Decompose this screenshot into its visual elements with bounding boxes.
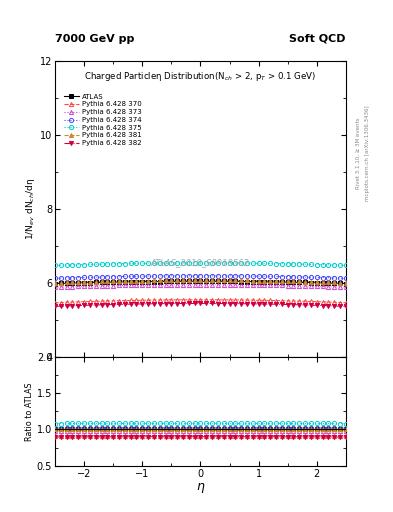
Text: mcplots.cern.ch [arXiv:1306.3436]: mcplots.cern.ch [arXiv:1306.3436] [365,106,371,201]
Text: Soft QCD: Soft QCD [289,33,346,44]
Y-axis label: 1/N$_{ev}$ dN$_{ch}$/dη: 1/N$_{ev}$ dN$_{ch}$/dη [24,178,37,240]
Y-axis label: Ratio to ATLAS: Ratio to ATLAS [25,382,34,440]
Legend: ATLAS, Pythia 6.428 370, Pythia 6.428 373, Pythia 6.428 374, Pythia 6.428 375, P: ATLAS, Pythia 6.428 370, Pythia 6.428 37… [61,91,144,149]
Text: 7000 GeV pp: 7000 GeV pp [55,33,134,44]
Text: ATLAS_2010_S8918562: ATLAS_2010_S8918562 [151,258,250,267]
Text: Charged Particleη Distribution(N$_{ch}$ > 2, p$_{T}$ > 0.1 GeV): Charged Particleη Distribution(N$_{ch}$ … [84,70,316,83]
X-axis label: η: η [196,480,204,493]
Text: Rivet 3.1.10, ≥ 3M events: Rivet 3.1.10, ≥ 3M events [356,118,361,189]
